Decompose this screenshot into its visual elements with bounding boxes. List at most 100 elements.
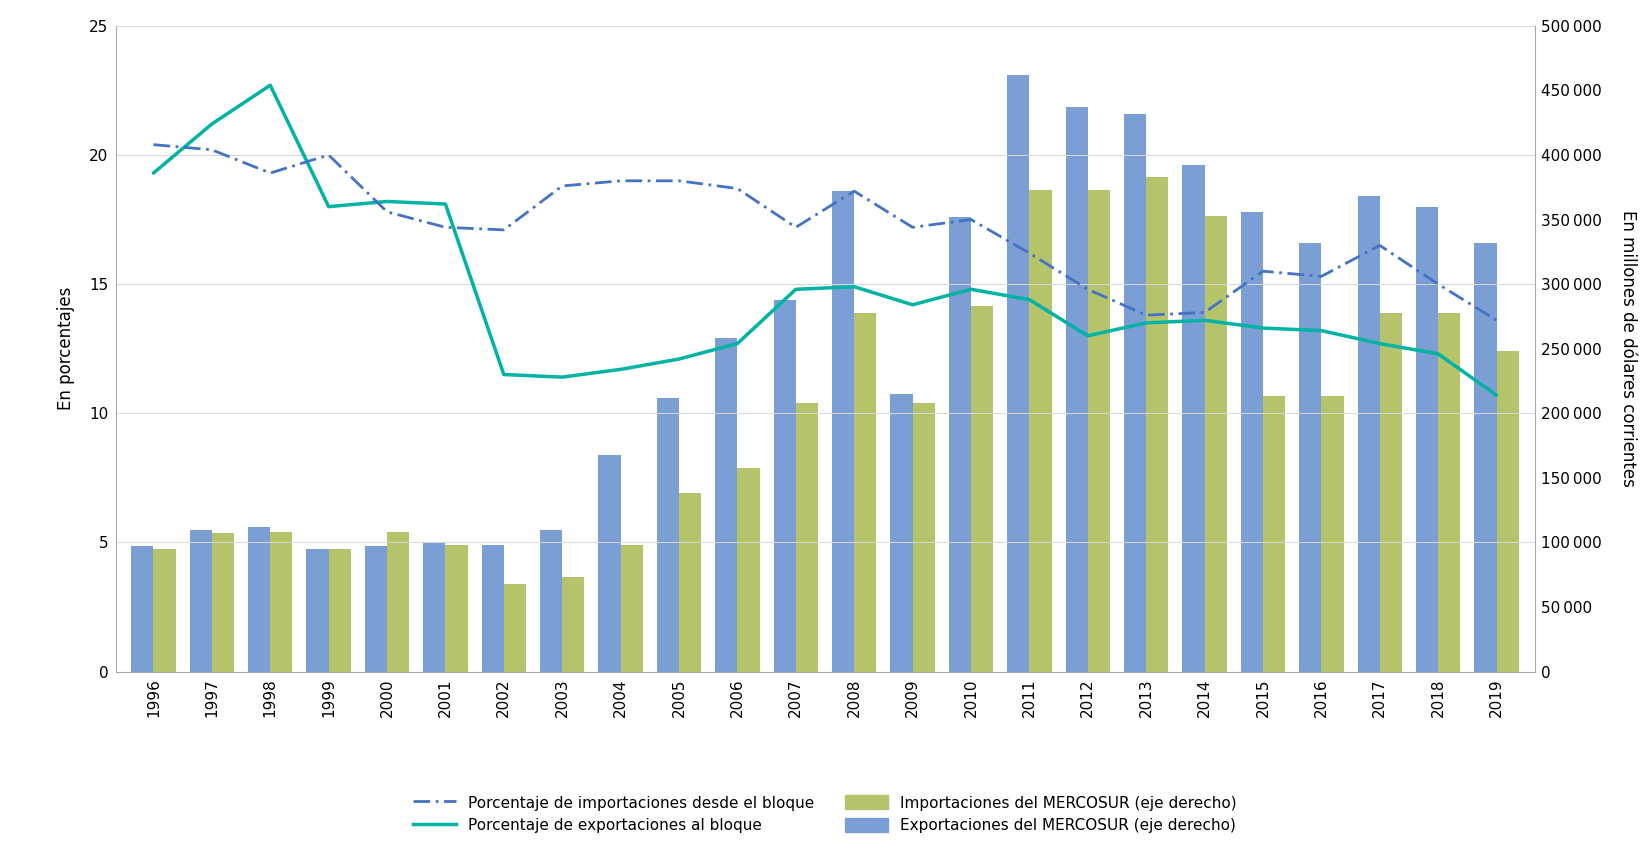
- Bar: [446, 545, 467, 672]
- Porcentaje de importaciones desde el bloque: [201, 145, 221, 155]
- Bar: [132, 547, 153, 672]
- Bar: [620, 545, 644, 672]
- Porcentaje de importaciones desde el bloque: [1487, 315, 1506, 325]
- Porcentaje de exportaciones al bloque: [1429, 349, 1449, 359]
- Bar: [1124, 114, 1147, 672]
- Porcentaje de importaciones desde el bloque: [1429, 279, 1449, 289]
- Bar: [388, 532, 409, 672]
- Porcentaje de importaciones desde el bloque: [903, 222, 922, 232]
- Bar: [774, 300, 795, 672]
- Porcentaje de importaciones desde el bloque: [1077, 284, 1097, 294]
- Bar: [563, 577, 584, 672]
- Bar: [153, 549, 175, 672]
- Porcentaje de exportaciones al bloque: [960, 284, 980, 294]
- Bar: [795, 403, 818, 672]
- Bar: [1030, 190, 1051, 672]
- Porcentaje de importaciones desde el bloque: [553, 181, 573, 191]
- Bar: [1183, 165, 1204, 672]
- Bar: [307, 549, 328, 672]
- Porcentaje de exportaciones al bloque: [436, 199, 455, 209]
- Porcentaje de importaciones desde el bloque: [1370, 240, 1389, 251]
- Porcentaje de exportaciones al bloque: [903, 300, 922, 310]
- Bar: [1379, 313, 1402, 672]
- Bar: [248, 527, 271, 672]
- Porcentaje de importaciones desde el bloque: [378, 207, 398, 217]
- Bar: [424, 542, 446, 672]
- Bar: [540, 530, 563, 672]
- Porcentaje de exportaciones al bloque: [318, 201, 338, 212]
- Porcentaje de exportaciones al bloque: [1195, 315, 1214, 325]
- Bar: [1262, 396, 1285, 672]
- Porcentaje de exportaciones al bloque: [785, 284, 805, 294]
- Y-axis label: En millones de dólares corrientes: En millones de dólares corrientes: [1619, 210, 1637, 487]
- Porcentaje de exportaciones al bloque: [1252, 323, 1272, 333]
- Porcentaje de exportaciones al bloque: [493, 369, 513, 380]
- Porcentaje de importaciones desde el bloque: [318, 150, 338, 160]
- Porcentaje de exportaciones al bloque: [845, 282, 865, 292]
- Bar: [271, 532, 292, 672]
- Bar: [855, 313, 876, 672]
- Porcentaje de importaciones desde el bloque: [960, 214, 980, 225]
- Porcentaje de importaciones desde el bloque: [1312, 271, 1332, 282]
- Porcentaje de importaciones desde el bloque: [493, 225, 513, 235]
- Bar: [365, 547, 388, 672]
- Porcentaje de importaciones desde el bloque: [728, 183, 747, 194]
- Bar: [832, 191, 855, 672]
- Bar: [1241, 212, 1262, 672]
- Porcentaje de exportaciones al bloque: [1370, 338, 1389, 349]
- Line: Porcentaje de importaciones desde el bloque: Porcentaje de importaciones desde el blo…: [153, 145, 1497, 320]
- Line: Porcentaje de exportaciones al bloque: Porcentaje de exportaciones al bloque: [153, 85, 1497, 395]
- Porcentaje de importaciones desde el bloque: [845, 186, 865, 196]
- Bar: [1475, 243, 1497, 672]
- Bar: [1006, 75, 1030, 672]
- Porcentaje de exportaciones al bloque: [1020, 294, 1040, 305]
- Porcentaje de exportaciones al bloque: [728, 338, 747, 349]
- Porcentaje de exportaciones al bloque: [553, 372, 573, 382]
- Porcentaje de exportaciones al bloque: [261, 80, 280, 90]
- Porcentaje de exportaciones al bloque: [1312, 325, 1332, 336]
- Porcentaje de importaciones desde el bloque: [1195, 307, 1214, 318]
- Bar: [1204, 216, 1226, 672]
- Porcentaje de importaciones desde el bloque: [670, 176, 690, 186]
- Bar: [680, 493, 701, 672]
- Bar: [1439, 313, 1460, 672]
- Bar: [503, 584, 526, 672]
- Bar: [949, 217, 970, 672]
- Bar: [190, 530, 211, 672]
- Bar: [328, 549, 351, 672]
- Porcentaje de exportaciones al bloque: [1487, 390, 1506, 400]
- Bar: [599, 455, 620, 672]
- Porcentaje de exportaciones al bloque: [144, 168, 163, 178]
- Bar: [211, 533, 234, 672]
- Porcentaje de exportaciones al bloque: [670, 354, 690, 364]
- Bar: [1416, 207, 1439, 672]
- Porcentaje de exportaciones al bloque: [610, 364, 630, 375]
- Porcentaje de exportaciones al bloque: [201, 119, 221, 129]
- Porcentaje de exportaciones al bloque: [378, 196, 398, 207]
- Porcentaje de importaciones desde el bloque: [610, 176, 630, 186]
- Bar: [1147, 177, 1168, 672]
- Bar: [912, 403, 936, 672]
- Bar: [1497, 351, 1518, 672]
- Bar: [1299, 243, 1322, 672]
- Bar: [891, 394, 912, 672]
- Bar: [1087, 190, 1110, 672]
- Porcentaje de importaciones desde el bloque: [785, 222, 805, 232]
- Porcentaje de importaciones desde el bloque: [144, 139, 163, 150]
- Bar: [1066, 108, 1087, 672]
- Bar: [1358, 196, 1379, 672]
- Y-axis label: En porcentajes: En porcentajes: [58, 287, 76, 411]
- Porcentaje de exportaciones al bloque: [1137, 318, 1157, 328]
- Legend: Porcentaje de importaciones desde el bloque, Porcentaje de exportaciones al bloq: Porcentaje de importaciones desde el blo…: [412, 796, 1238, 833]
- Porcentaje de exportaciones al bloque: [1077, 331, 1097, 341]
- Bar: [714, 338, 738, 672]
- Porcentaje de importaciones desde el bloque: [1137, 310, 1157, 320]
- Porcentaje de importaciones desde el bloque: [436, 222, 455, 232]
- Porcentaje de importaciones desde el bloque: [1020, 248, 1040, 258]
- Bar: [657, 398, 680, 672]
- Bar: [1322, 396, 1343, 672]
- Bar: [482, 545, 503, 672]
- Porcentaje de importaciones desde el bloque: [1252, 266, 1272, 276]
- Porcentaje de importaciones desde el bloque: [261, 168, 280, 178]
- Bar: [738, 468, 759, 672]
